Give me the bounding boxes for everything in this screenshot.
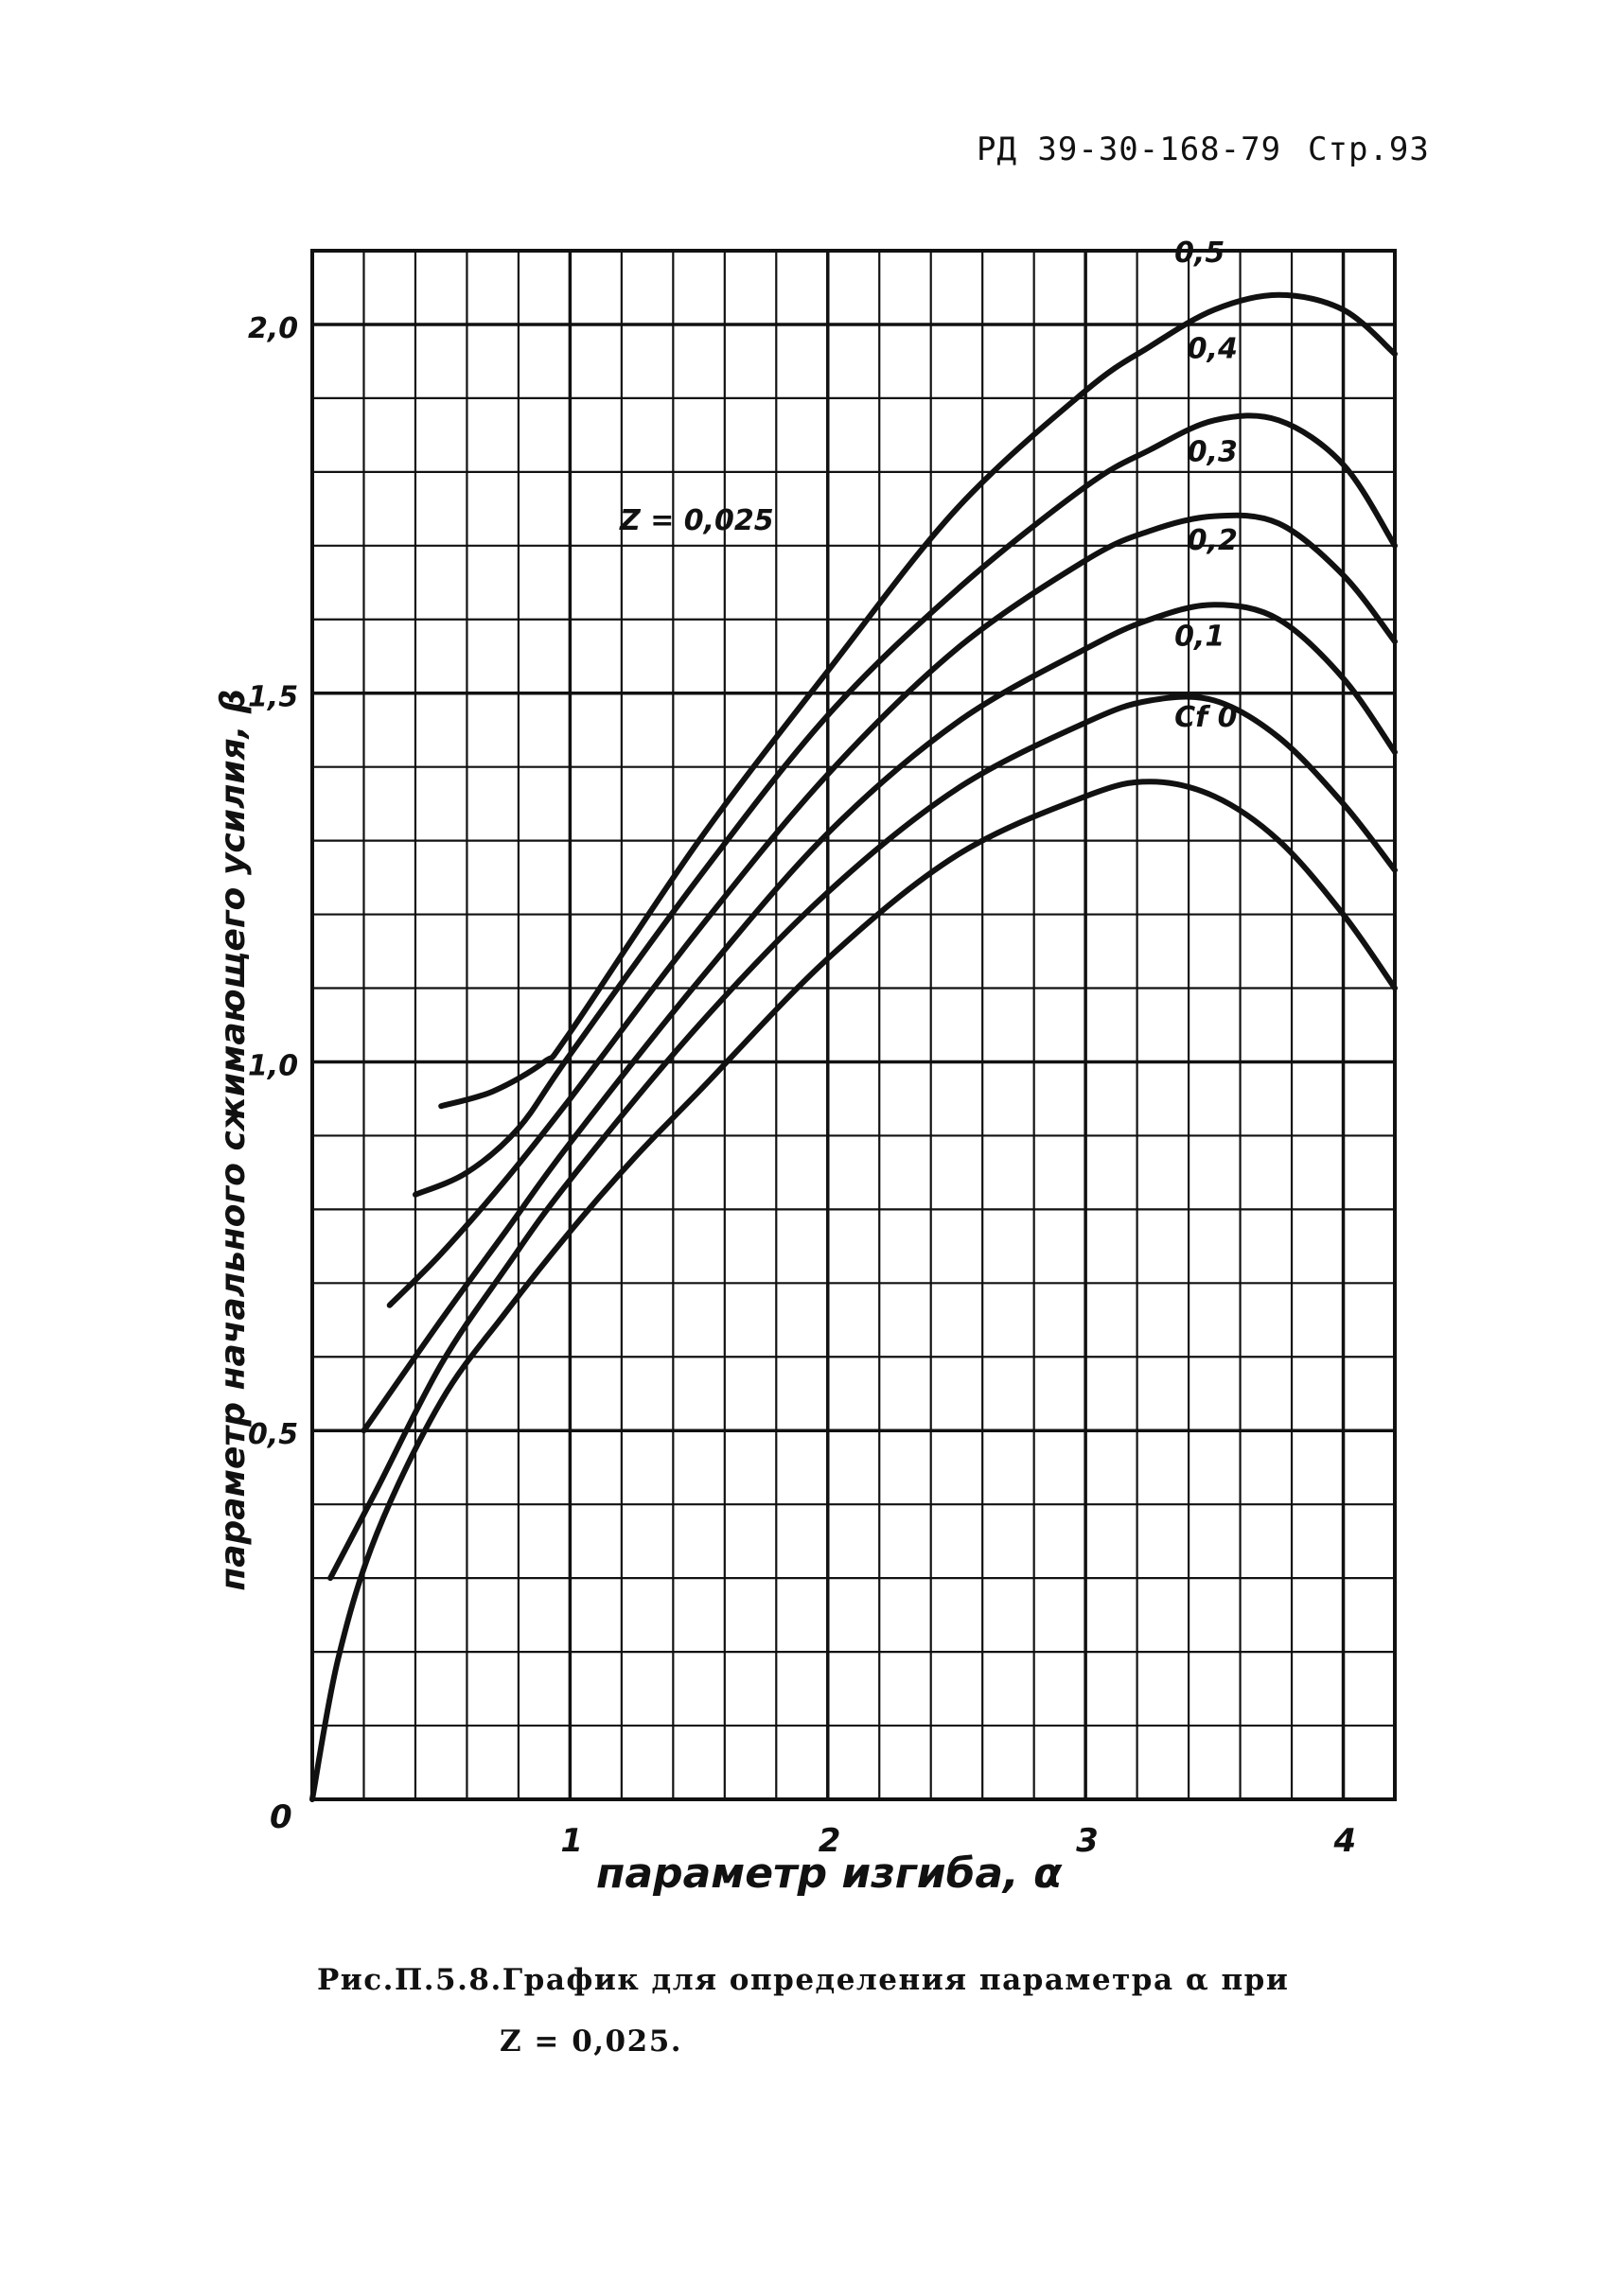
figure-caption-line2: Z = 0,025.	[500, 2024, 683, 2059]
y-tick-label: 1,0	[248, 1049, 298, 1082]
series-line-0	[309, 779, 1398, 1802]
x-axis-label: параметр изгиба, α	[596, 1849, 1063, 1898]
page-number: Стр.93	[1308, 131, 1430, 168]
y-tick-label: 0,5	[248, 1418, 298, 1451]
series-line-4	[413, 412, 1398, 1198]
plot-frame	[310, 249, 1397, 1801]
y-tick-labels: 0,5 1,0 1,5 2,0	[248, 312, 298, 1451]
series-label-2: 0,2	[1188, 524, 1238, 557]
chart: 0 1 2 3 4 0,5 1,0 1,5 2,0 Cf 0 0,1 0,2 0,3 0,4 0,5 Z…	[214, 237, 1398, 1898]
figure-caption: Рис.П.5.8.График для определения парамет…	[317, 1963, 1290, 1997]
y-axis-label: параметр начального сжимающего усилия, β	[214, 689, 253, 1590]
page-header: РД 39-30-168-79 Стр.93	[977, 131, 1456, 168]
series-label-5: 0,5	[1174, 237, 1225, 270]
x-tick-label: 2	[819, 1822, 841, 1860]
x-tick-labels: 0 1 2 3 4	[270, 1798, 1356, 1860]
series-label-3: 0,3	[1188, 435, 1238, 468]
series-line-5	[438, 291, 1398, 1110]
y-tick-label: 2,0	[248, 312, 298, 345]
series-label-0: Cf 0	[1174, 701, 1237, 734]
x-tick-label: 1	[560, 1822, 583, 1860]
y-tick-label: 1,5	[248, 681, 298, 714]
series-line-1	[327, 693, 1398, 1582]
x-tick-label: 0	[270, 1798, 292, 1836]
series-label-4: 0,4	[1188, 332, 1238, 365]
series-layer	[309, 291, 1398, 1802]
x-tick-label: 4	[1333, 1822, 1357, 1860]
series-line-2	[361, 602, 1398, 1434]
z-annotation: Z = 0,025	[619, 504, 774, 537]
document-code: РД 39-30-168-79	[977, 131, 1282, 168]
series-label-1: 0,1	[1174, 620, 1225, 653]
x-tick-label: 3	[1076, 1822, 1099, 1860]
series-line-3	[386, 512, 1398, 1308]
grid	[310, 249, 1397, 1801]
series-labels: Cf 0 0,1 0,2 0,3 0,4 0,5	[1174, 237, 1238, 734]
